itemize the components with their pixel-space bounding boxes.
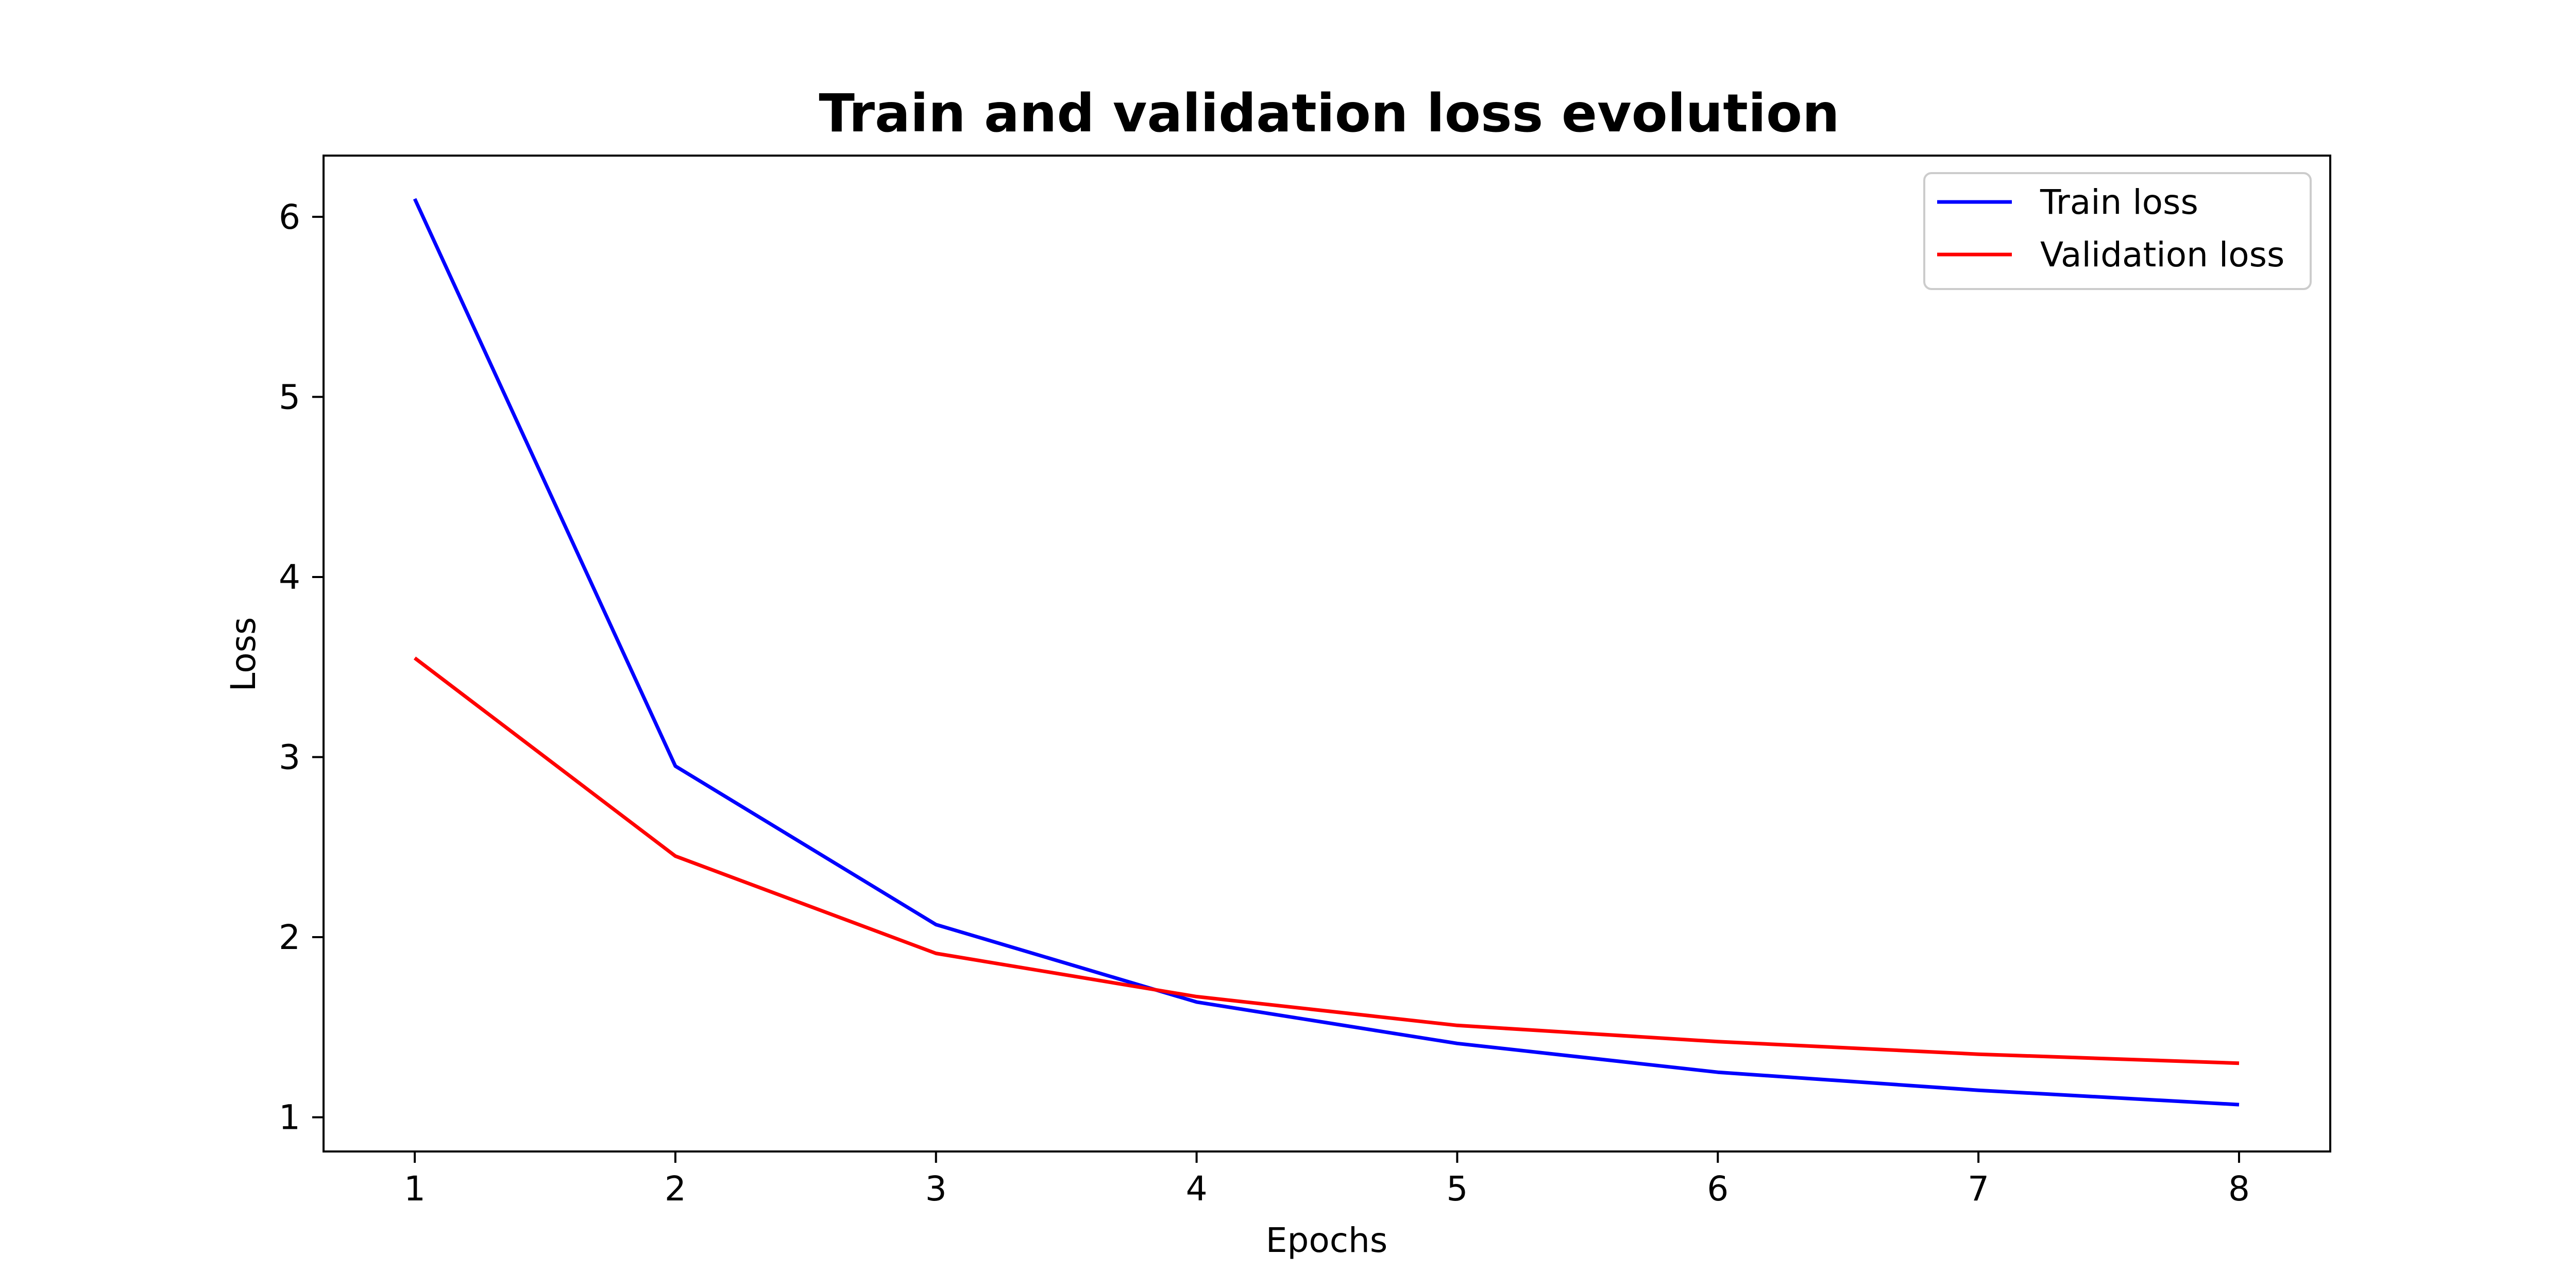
- y-tick-label: 1: [279, 1098, 300, 1138]
- train-loss-legend-label: Train loss: [2040, 182, 2198, 222]
- legend: Train loss Validation loss: [1923, 172, 2312, 290]
- x-tick-label: 6: [1707, 1169, 1728, 1209]
- x-tick-label: 8: [2228, 1169, 2250, 1209]
- x-axis: 1 2 3 4 5 6 7 8: [404, 1151, 2250, 1209]
- y-tick-label: 4: [279, 557, 300, 597]
- axes-frame: [323, 155, 2331, 1153]
- series-lines: [413, 198, 2240, 1107]
- validation-loss-legend-label: Validation loss: [2040, 235, 2284, 275]
- x-tick-label: 2: [665, 1169, 686, 1209]
- x-tick-label: 7: [1968, 1169, 1989, 1209]
- chart-title: Train and validation loss evolution: [819, 83, 1839, 144]
- plot-area: 1 2 3 4 5 6 7 8 1 2 3 4 5 6: [279, 155, 2331, 1209]
- train-loss-series-line: [413, 198, 2240, 1107]
- legend-box: [1923, 172, 2312, 290]
- x-tick-label: 5: [1446, 1169, 1468, 1209]
- validation-loss-series-line: [413, 656, 2240, 1065]
- x-tick-label: 4: [1186, 1169, 1208, 1209]
- y-axis-label: Loss: [224, 617, 263, 692]
- y-tick-label: 3: [279, 737, 300, 777]
- x-tick-label: 3: [925, 1169, 947, 1209]
- y-tick-label: 5: [279, 377, 300, 417]
- x-tick-label: 1: [404, 1169, 426, 1209]
- y-tick-label: 2: [279, 918, 300, 957]
- x-axis-label: Epochs: [1266, 1221, 1387, 1260]
- y-axis: 1 2 3 4 5 6: [279, 197, 324, 1138]
- y-tick-label: 6: [279, 197, 300, 237]
